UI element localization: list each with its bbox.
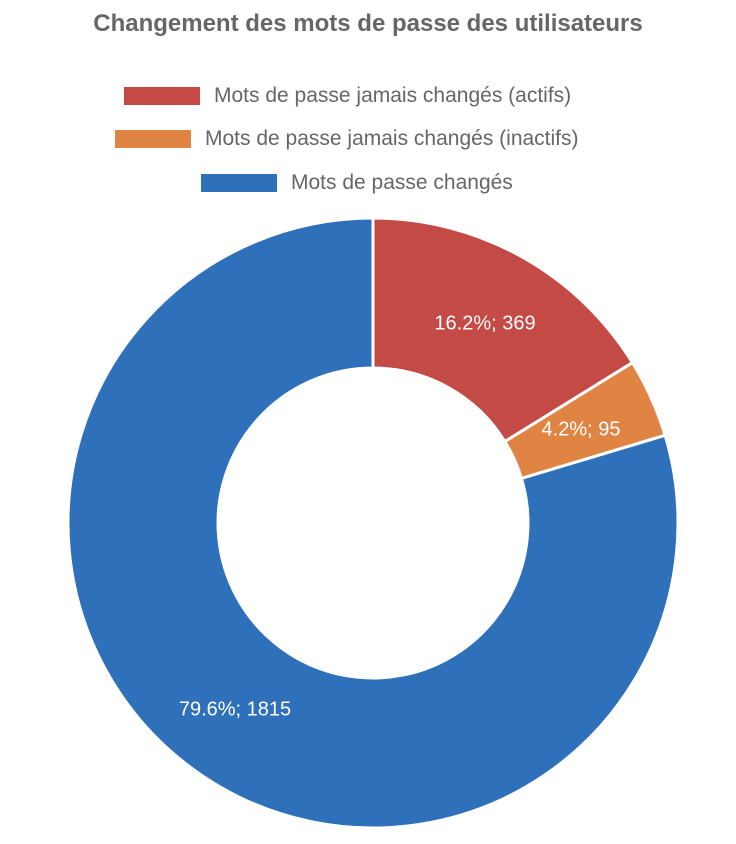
legend-item-changes[interactable]: Mots de passe changés	[201, 168, 513, 198]
legend-label-actifs: Mots de passe jamais changés (actifs)	[214, 84, 572, 107]
legend-swatch-inactifs	[115, 130, 191, 148]
chart-title: Changement des mots de passe des utilisa…	[93, 10, 643, 37]
donut-slice-changes[interactable]	[66, 216, 680, 830]
legend-label-inactifs: Mots de passe jamais changés (inactifs)	[205, 127, 579, 150]
legend-swatch-changes	[201, 174, 277, 192]
data-label-changes: 79.6%; 1815	[179, 698, 291, 720]
legend-label-changes: Mots de passe changés	[291, 171, 513, 194]
chart-legend: Mots de passe jamais changés (actifs) Mo…	[0, 0, 736, 200]
legend-swatch-actifs	[124, 87, 200, 105]
donut-slice-actifs[interactable]	[371, 216, 634, 444]
data-label-inactifs: 4.2%; 95	[542, 418, 621, 440]
data-label-actifs: 16.2%; 369	[434, 312, 535, 334]
legend-item-inactifs[interactable]: Mots de passe jamais changés (inactifs)	[115, 124, 579, 154]
legend-item-actifs[interactable]: Mots de passe jamais changés (actifs)	[124, 81, 571, 111]
